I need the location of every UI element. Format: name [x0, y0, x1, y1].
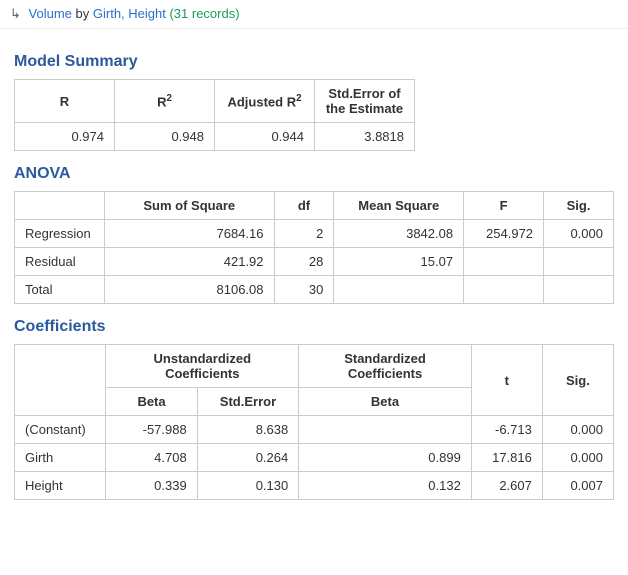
ms-adjr2: 0.944 [215, 123, 315, 151]
model-summary-title: Model Summary [14, 53, 614, 71]
coef-label: Height [15, 472, 106, 500]
ms-header-r: R [15, 80, 115, 123]
table-row: Girth 4.708 0.264 0.899 17.816 0.000 [15, 444, 614, 472]
coef-table: Unstandardized Coefficients Standardized… [14, 344, 614, 500]
model-summary-table: R R2 Adjusted R2 Std.Error of the Estima… [14, 79, 415, 151]
coef-label: (Constant) [15, 416, 106, 444]
table-row: Residual 421.92 28 15.07 [15, 248, 614, 276]
ms-header-r2: R2 [115, 80, 215, 123]
table-row: Height 0.339 0.130 0.132 2.607 0.007 [15, 472, 614, 500]
breadcrumb: ↳ Volume by Girth, Height (31 records) [0, 0, 628, 29]
coef-header-t: t [471, 345, 542, 416]
breadcrumb-volume[interactable]: Volume [29, 6, 72, 21]
coef-header-se: Std.Error [197, 388, 299, 416]
coef-title: Coefficients [14, 318, 614, 336]
table-row: (Constant) -57.988 8.638 -6.713 0.000 [15, 416, 614, 444]
table-row: 0.974 0.948 0.944 3.8818 [15, 123, 415, 151]
anova-table: Sum of Square df Mean Square F Sig. Regr… [14, 191, 614, 304]
anova-header-sig: Sig. [544, 192, 614, 220]
anova-header-df: df [274, 192, 334, 220]
coef-header-sig: Sig. [542, 345, 613, 416]
breadcrumb-by: by [72, 6, 93, 21]
anova-header-ms: Mean Square [334, 192, 464, 220]
coef-header-std: Standardized Coefficients [299, 345, 472, 388]
breadcrumb-arrow-icon: ↳ [10, 6, 21, 22]
breadcrumb-records[interactable]: (31 records) [166, 6, 240, 21]
anova-header-ss: Sum of Square [104, 192, 274, 220]
anova-label: Total [15, 276, 105, 304]
coef-header-beta2: Beta [299, 388, 472, 416]
ms-r2: 0.948 [115, 123, 215, 151]
coef-label: Girth [15, 444, 106, 472]
anova-label: Regression [15, 220, 105, 248]
anova-header-f: F [464, 192, 544, 220]
ms-r: 0.974 [15, 123, 115, 151]
anova-header-blank [15, 192, 105, 220]
ms-se: 3.8818 [315, 123, 415, 151]
table-row: Regression 7684.16 2 3842.08 254.972 0.0… [15, 220, 614, 248]
coef-header-beta: Beta [106, 388, 197, 416]
anova-title: ANOVA [14, 165, 614, 183]
table-row: Total 8106.08 30 [15, 276, 614, 304]
anova-label: Residual [15, 248, 105, 276]
coef-header-unstd: Unstandardized Coefficients [106, 345, 299, 388]
ms-header-se: Std.Error of the Estimate [315, 80, 415, 123]
ms-header-adjr2: Adjusted R2 [215, 80, 315, 123]
coef-header-blank [15, 345, 106, 416]
content: Model Summary R R2 Adjusted R2 Std.Error… [0, 29, 628, 520]
breadcrumb-predictors[interactable]: Girth, Height [93, 6, 166, 21]
